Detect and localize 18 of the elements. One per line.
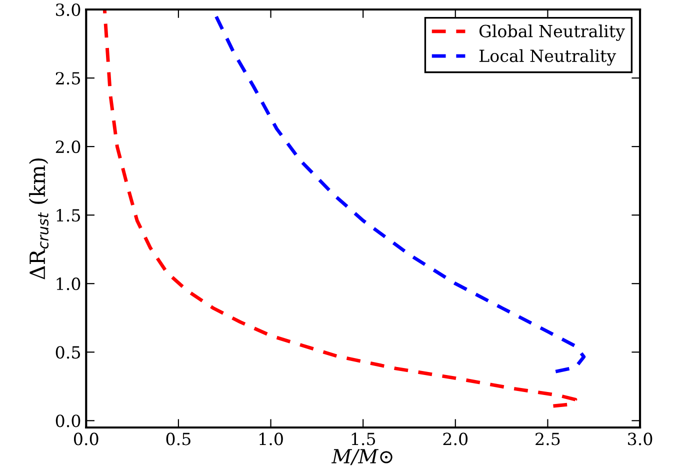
x-tick-label: 0.5 xyxy=(166,432,190,446)
y-axis-title: ΔR$_{crust}$ (km) xyxy=(29,158,49,280)
legend-label: Local Neutrality xyxy=(479,49,616,66)
legend-label: Global Neutrality xyxy=(479,24,625,41)
y-tick-label: 2.5 xyxy=(56,72,80,85)
x-tick-label: 1.5 xyxy=(352,432,376,446)
x-tick-label: 2.0 xyxy=(443,432,468,446)
y-tick-label: 1.0 xyxy=(56,278,80,290)
y-tick-label: 0.5 xyxy=(56,346,80,359)
x-tick-label: 2.5 xyxy=(536,432,560,446)
y-tick-label: 3.0 xyxy=(56,3,80,16)
y-tick-label: 1.5 xyxy=(56,209,80,222)
y-tick-label: 2.0 xyxy=(56,140,80,154)
x-tick-label: 0.0 xyxy=(74,432,98,446)
x-axis-title: M/M⊙ xyxy=(331,449,392,466)
x-tick-label: 1.0 xyxy=(260,432,283,446)
y-tick-label: 0.0 xyxy=(56,414,80,428)
x-tick-label: 3.0 xyxy=(628,432,652,446)
